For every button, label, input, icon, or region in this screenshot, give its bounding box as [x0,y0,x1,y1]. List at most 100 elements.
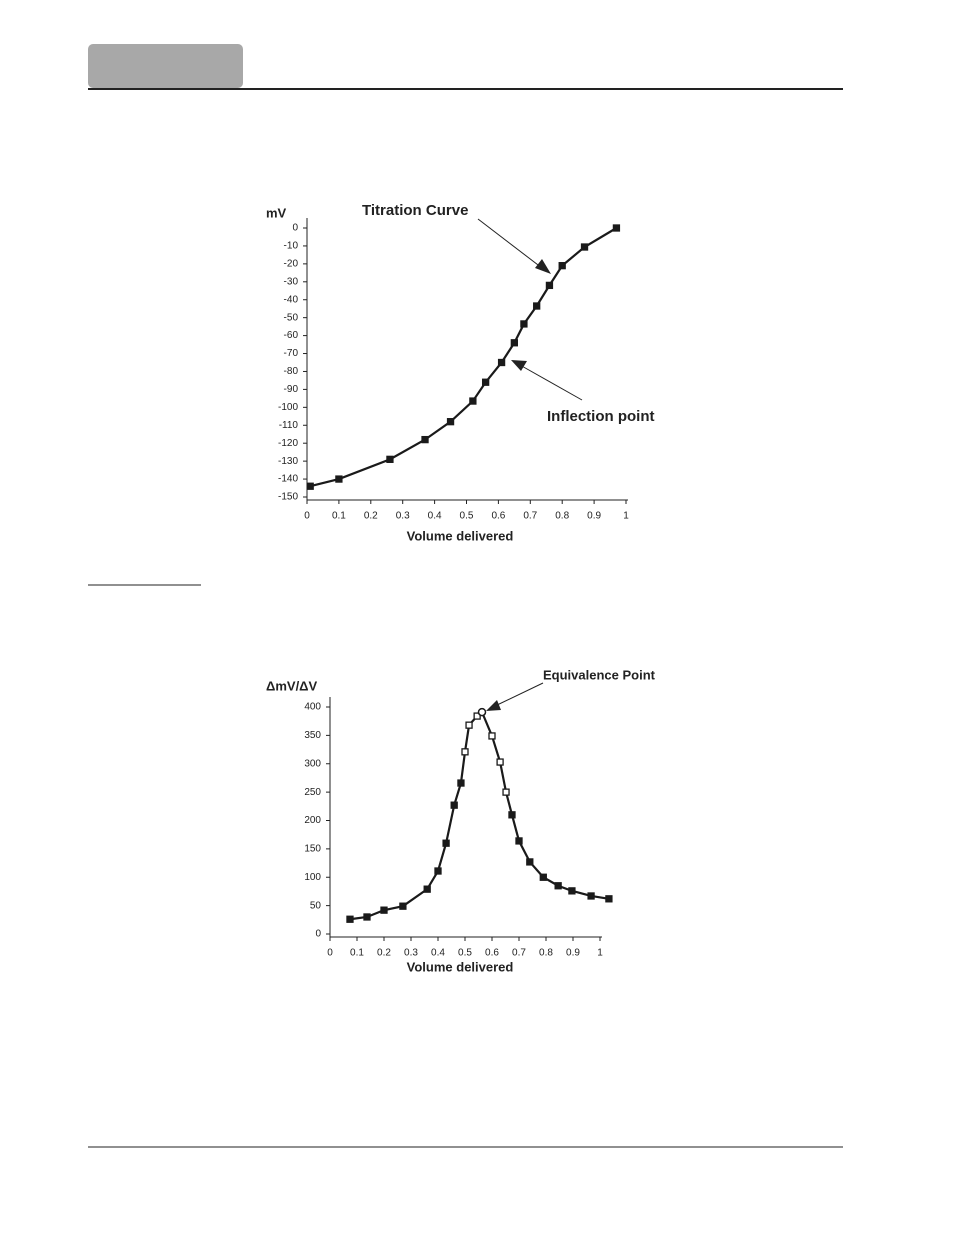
data-point [545,281,554,290]
data-point [450,801,458,809]
data-point [446,418,455,426]
x-tick-label: 0.8 [555,511,569,522]
annotation: Titration Curve [362,202,468,219]
y-tick-label: -100 [278,402,298,413]
x-axis-label: Volume delivered [407,528,514,543]
data-point [335,475,343,483]
x-tick-label: 0.6 [485,948,499,959]
y-axis-label: ΔmV/ΔV [266,678,318,693]
data-line [309,227,617,488]
x-tick-label: 0.9 [587,511,601,522]
header-tab [88,44,243,88]
data-point [510,339,519,347]
data-point [421,435,429,444]
annotation-arrow [477,218,543,269]
data-point [363,913,371,921]
data-point [496,758,504,766]
arrow-head [535,259,551,274]
y-tick-label: -70 [284,348,299,359]
y-tick-label: -10 [284,241,299,252]
y-tick-label: -110 [279,420,299,431]
data-point [568,887,576,895]
data-point [442,839,450,847]
x-tick-label: 0.8 [539,948,553,959]
arrow-head [511,360,527,371]
x-tick-label: 0.4 [428,511,442,522]
data-point [554,882,562,890]
y-tick-label: 150 [304,844,321,855]
y-tick-label: -80 [284,366,299,377]
data-point [558,262,566,270]
y-tick-label: -30 [284,276,299,287]
y-tick-label: -120 [278,438,298,449]
x-tick-label: 0.9 [566,948,580,959]
data-point [306,482,314,490]
data-point [386,455,394,463]
y-tick-label: 0 [292,223,298,234]
annotation: Inflection point [547,408,654,425]
x-tick-label: 0.6 [491,511,505,522]
data-point [612,224,621,232]
data-point [380,906,388,914]
data-point [515,837,523,845]
y-tick-label: -140 [278,474,298,485]
data-point [461,748,469,756]
data-point [587,892,595,900]
y-tick-label: -130 [278,456,298,467]
y-tick-label: -150 [278,492,298,503]
x-tick-label: 0.1 [350,948,364,959]
x-tick-label: 0.4 [431,948,445,959]
data-point [469,397,477,405]
data-point [457,779,465,787]
data-point [508,811,516,819]
x-tick-label: 1 [597,948,603,959]
data-point [520,320,528,328]
y-tick-label: -60 [284,330,299,341]
y-tick-label: 350 [304,730,321,741]
y-axis-label: mV [266,205,287,220]
data-point [533,302,541,310]
x-tick-label: 0.7 [523,511,537,522]
x-tick-label: 0.3 [404,948,418,959]
x-tick-label: 0.5 [460,511,474,522]
annotation: Equivalence Point [543,667,656,682]
x-tick-label: 0 [304,511,310,522]
y-tick-label: -50 [284,312,299,323]
annotation-arrow [494,682,544,707]
y-tick-label: -40 [284,294,299,305]
y-tick-label: 200 [304,815,321,826]
data-point [539,873,547,881]
data-point [434,867,442,875]
y-tick-label: 50 [310,900,322,911]
y-tick-label: 250 [304,787,321,798]
data-point [481,378,490,386]
x-tick-label: 1 [623,511,629,522]
y-tick-label: 300 [304,758,321,769]
data-point [473,712,481,720]
arrow-head [486,700,501,711]
data-point [526,858,534,866]
x-axis-label: Volume delivered [407,959,514,974]
data-point [580,243,589,251]
x-tick-label: 0.7 [512,948,526,959]
x-tick-label: 0.1 [332,511,346,522]
y-tick-label: 0 [315,929,321,940]
y-tick-label: 400 [304,702,321,713]
x-tick-label: 0 [327,948,333,959]
data-point [399,902,407,910]
annotation-arrow [519,364,583,401]
y-tick-label: -90 [284,384,299,395]
data-point [346,915,354,923]
x-tick-label: 0.2 [364,511,378,522]
data-point [502,788,510,796]
data-point [477,707,487,717]
x-tick-label: 0.3 [396,511,410,522]
data-point [605,895,613,903]
x-tick-label: 0.5 [458,948,472,959]
data-point [488,732,496,740]
y-tick-label: -20 [284,259,299,270]
data-point [465,721,473,729]
y-tick-label: 100 [304,872,321,883]
data-point [497,358,506,367]
